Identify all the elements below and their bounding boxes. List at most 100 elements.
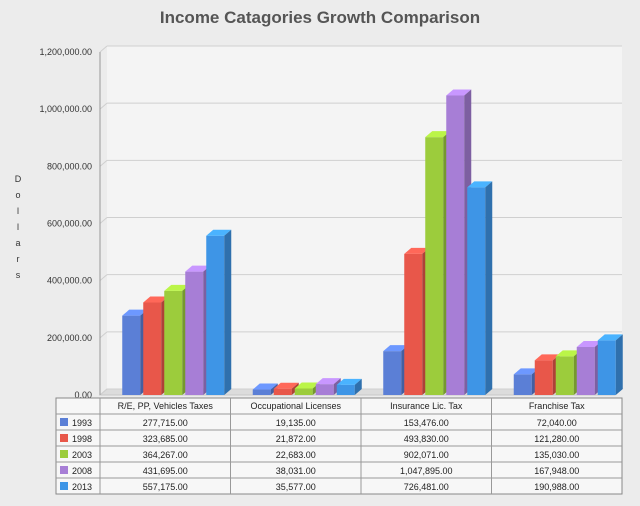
y-axis-label-letter: l [17, 206, 19, 216]
grid-line-diag [99, 159, 108, 167]
bar-front [294, 388, 313, 395]
legend-entry: 2013 [72, 482, 92, 492]
data-label: 493,830.00 [404, 434, 449, 444]
bar-front [467, 187, 486, 395]
bar-top [315, 378, 341, 385]
chart-title: Income Catagories Growth Comparison [159, 8, 481, 27]
y-axis-label-letter: s [16, 270, 21, 280]
grid-line-diag [99, 217, 108, 224]
bar-side [354, 378, 362, 395]
y-tick-label: 1,000,000.00 [39, 104, 92, 114]
bar [336, 378, 362, 395]
data-label: 72,040.00 [537, 418, 577, 428]
legend-swatch [60, 418, 68, 426]
y-axis-label-letter: l [17, 222, 19, 232]
data-label: 1,047,895.00 [400, 466, 453, 476]
y-axis-label-letter: o [15, 190, 20, 200]
bar-front [273, 388, 292, 395]
bar-top [383, 345, 409, 352]
bar-front [534, 360, 553, 395]
category-label: Occupational Licenses [250, 401, 341, 411]
bar-front [555, 356, 574, 395]
bar-front [383, 351, 402, 395]
bar-front [425, 137, 444, 396]
y-tick-label: 400,000.00 [47, 276, 92, 286]
grid-line-diag [99, 274, 108, 282]
bar-side [485, 181, 493, 395]
bar-front [336, 384, 355, 395]
bar-top [555, 350, 581, 357]
bar-front [164, 290, 183, 395]
data-label: 277,715.00 [143, 418, 188, 428]
bar-front [404, 253, 423, 395]
data-label: 38,031.00 [276, 466, 316, 476]
grid-line-diag [99, 102, 108, 110]
data-label: 21,872.00 [276, 434, 316, 444]
bar-top [143, 296, 169, 303]
y-axis-label-letter: r [17, 254, 20, 264]
y-axis-label-letter: D [15, 174, 22, 184]
bar-front [576, 346, 595, 395]
bar-top [425, 131, 451, 138]
data-label: 902,071.00 [404, 450, 449, 460]
bar-side [615, 334, 623, 395]
data-label: 323,685.00 [143, 434, 188, 444]
bar [206, 229, 232, 395]
bar-top [122, 309, 148, 316]
legend-entry: 2008 [72, 466, 92, 476]
data-label: 190,988.00 [534, 482, 579, 492]
bar [597, 334, 623, 395]
y-axis-label-letter: a [15, 238, 20, 248]
data-label: 153,476.00 [404, 418, 449, 428]
data-label: 35,577.00 [276, 482, 316, 492]
y-tick-label: 800,000.00 [47, 161, 92, 171]
y-tick-label: 1,200,000.00 [39, 47, 92, 57]
bar-top [513, 368, 539, 375]
bar-front [446, 95, 465, 395]
data-label: 557,175.00 [143, 482, 188, 492]
bar-top [294, 382, 320, 389]
y-tick-label: 0.00 [74, 390, 92, 400]
bar-top [467, 181, 493, 188]
category-label: Franchise Tax [529, 401, 585, 411]
data-label: 22,683.00 [276, 450, 316, 460]
legend-entry: 1993 [72, 418, 92, 428]
bar-top [273, 382, 299, 389]
legend-swatch [60, 466, 68, 474]
y-axis: 0.00 200,000.00 400,000.00 600,000.00 800,00… [39, 47, 101, 400]
legend-entry: 1998 [72, 434, 92, 444]
bar-top [252, 383, 278, 390]
legend-entry: 2003 [72, 450, 92, 460]
bar [555, 350, 581, 395]
y-tick-label: 600,000.00 [47, 219, 92, 229]
grid-line-diag [99, 388, 108, 396]
grid-line-diag [99, 45, 108, 53]
bar-top [534, 354, 560, 361]
bar-front [143, 302, 162, 395]
bar-front [185, 271, 204, 395]
bar-front [315, 384, 334, 395]
bars [122, 89, 623, 396]
data-label: 364,267.00 [143, 450, 188, 460]
bar-front [597, 340, 616, 395]
y-tick-label: 200,000.00 [47, 333, 92, 343]
data-label: 135,030.00 [534, 450, 579, 460]
bar-front [513, 374, 532, 395]
legend-swatch [60, 434, 68, 442]
bar-top [185, 265, 211, 272]
bar-top [206, 229, 232, 236]
data-label: 431,695.00 [143, 466, 188, 476]
data-label: 726,481.00 [404, 482, 449, 492]
bar-front [206, 235, 225, 395]
category-label: R/E, PP, Vehicles Taxes [118, 401, 214, 411]
category-label: Insurance Lic. Tax [390, 401, 463, 411]
bar-front [252, 389, 271, 395]
data-label: 19,135.00 [276, 418, 316, 428]
bar-side [224, 229, 232, 395]
legend-swatch [60, 482, 68, 490]
data-table: R/E, PP, Vehicles Taxes Occupational Lice… [55, 397, 623, 495]
bar-top [576, 340, 602, 347]
bar-front [122, 315, 141, 395]
